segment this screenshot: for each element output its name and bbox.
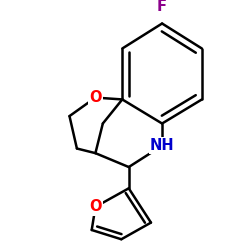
Text: O: O bbox=[89, 199, 102, 214]
Text: F: F bbox=[157, 0, 167, 14]
Text: NH: NH bbox=[150, 138, 174, 153]
Text: O: O bbox=[89, 90, 102, 105]
